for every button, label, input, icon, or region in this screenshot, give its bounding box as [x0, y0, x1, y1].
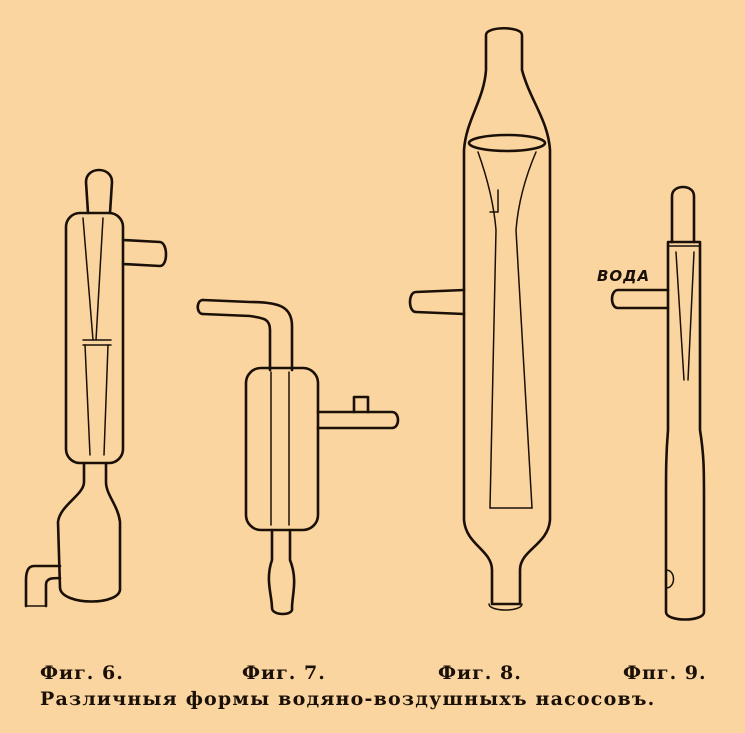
fig8-label: Фиг. 8.: [438, 662, 522, 684]
fig9-pump-drawing: [610, 185, 706, 621]
fig9-label: Фпг. 9.: [623, 662, 707, 684]
plate-caption: Различныя формы водяно-воздушныхъ насосо…: [40, 688, 656, 710]
fig6-pump-drawing: [24, 168, 168, 608]
fig7-pump-drawing: [196, 298, 400, 616]
fig7-label: Фиг. 7.: [242, 662, 326, 684]
fig8-pump-drawing: [408, 26, 552, 611]
fig9-water-label: ВОДА: [597, 267, 651, 285]
fig6-label: Фиг. 6.: [40, 662, 124, 684]
